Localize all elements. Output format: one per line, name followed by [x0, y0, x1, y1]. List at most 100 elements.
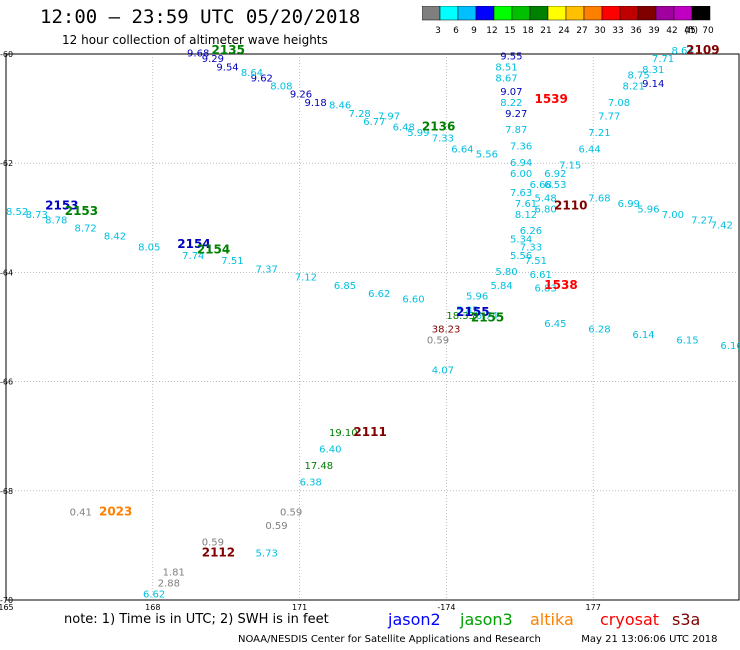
wave-height-point: 6.44 [579, 144, 601, 155]
wave-height-point: 8.78 [45, 215, 67, 226]
wave-height-point: 7.51 [221, 256, 243, 267]
wave-height-point: 9.68 [187, 49, 209, 60]
wave-height-point: 6.45 [544, 319, 566, 330]
credit-source: NOAA/NESDIS Center for Satellite Applica… [238, 634, 541, 645]
credit-line: NOAA/NESDIS Center for Satellite Applica… [238, 634, 718, 645]
legend-cryosat: cryosat [600, 610, 660, 629]
pass-time-label: 2155 [456, 305, 489, 319]
legend-unit: (ft) [684, 26, 698, 36]
legend-tick-label: 3 [435, 26, 441, 36]
wave-height-point: 7.51 [525, 256, 547, 267]
wave-height-point: 6.38 [300, 477, 322, 488]
wave-height-point: 9.54 [216, 62, 238, 73]
legend-altika: altika [530, 610, 574, 629]
wave-height-point: 8.64 [671, 46, 693, 57]
wave-height-point: 6.28 [588, 324, 610, 335]
wave-height-point: 8.12 [515, 210, 537, 221]
plot-area: 165 168 171 -174 177-60-62-64-66-68-709.689.… [0, 43, 740, 610]
wave-height-point: 5.34 [510, 234, 532, 245]
wave-height-point: 7.27 [691, 215, 713, 226]
wave-height-point: 8.67 [495, 73, 517, 84]
wave-height-point: 8.75 [627, 71, 649, 82]
wave-height-point: 5.96 [637, 204, 659, 215]
wave-height-point: 7.77 [598, 112, 620, 123]
wave-height-point: 6.53 [544, 180, 566, 191]
wave-height-point: 6.85 [334, 281, 356, 292]
wave-height-point: 5.48 [534, 193, 556, 204]
legend-tick-label: 27 [576, 26, 587, 36]
color-legend: 3 6 9 12 15 18 21 24 27 30 33 36 39 42 45 70(ft) [422, 6, 714, 36]
legend-tick-label: 70 [702, 26, 714, 36]
wave-height-point: 7.37 [256, 264, 278, 275]
wave-height-point: 7.21 [588, 128, 610, 139]
pass-time-label: 2111 [353, 425, 386, 439]
legend-tick-label: 21 [540, 26, 551, 36]
wave-height-point: 5.85 [456, 305, 478, 316]
legend-tick-label: 45 [684, 26, 695, 36]
pass-time-label: 2110 [554, 199, 587, 213]
wave-height-point: 6.61 [530, 270, 552, 281]
wave-height-point: 7.71 [652, 54, 674, 65]
wave-height-point: 6.68 [530, 180, 552, 191]
legend-tick-label: 30 [594, 26, 606, 36]
wave-height-point: 9.07 [500, 87, 522, 98]
wave-height-point: 0.41 [70, 507, 92, 518]
pass-time-label: 1539 [534, 92, 567, 106]
legend-jason3: jason3 [460, 610, 513, 629]
wave-height-point: 8.42 [104, 232, 126, 243]
wave-height-point: 9.55 [500, 51, 522, 62]
wave-height-point: 6.00 [510, 169, 532, 180]
wave-height-point: 6.83 [534, 284, 556, 295]
wave-height-point: 19.10 [329, 428, 358, 439]
x-tick-label: 168 [145, 603, 160, 610]
wave-height-point: 7.97 [378, 112, 400, 123]
wave-height-point: 7.68 [588, 193, 610, 204]
footnote: note: 1) Time is in UTC; 2) SWH is in fe… [64, 612, 329, 627]
wave-height-point: 17.48 [304, 461, 333, 472]
wave-height-point: 6.77 [363, 117, 385, 128]
y-tick-label: -70 [0, 596, 13, 605]
legend-swatch [691, 6, 711, 21]
wave-height-point: 6.99 [618, 199, 640, 210]
wave-height-point: 8.64 [241, 68, 263, 79]
wave-height-point: 7.63 [510, 188, 532, 199]
wave-height-point: 0.59 [427, 335, 449, 346]
x-tick-label: -174 [437, 603, 455, 610]
x-tick-label: 177 [586, 603, 601, 610]
wave-height-point: 9.62 [251, 73, 273, 84]
legend-tick-label: 42 [666, 26, 677, 36]
y-tick-label: -60 [0, 50, 13, 59]
chart-title: 12:00 – 23:59 UTC 05/20/2018 [40, 6, 361, 28]
wave-height-point: 7.61 [515, 199, 537, 210]
legend-tick-label: 15 [504, 26, 515, 36]
wave-height-point: 38.23 [432, 324, 461, 335]
legend-tick-label: 24 [558, 26, 570, 36]
wave-height-point: 5.96 [466, 292, 488, 303]
wave-height-point: 6.48 [393, 122, 415, 133]
pass-time-label: 2109 [686, 43, 719, 57]
wave-height-point: 7.42 [711, 221, 733, 232]
wave-height-point: 0.59 [265, 521, 287, 532]
wave-height-point: 6.15 [676, 335, 698, 346]
wave-height-point: 8.73 [26, 210, 48, 221]
wave-height-point: 2.88 [158, 578, 180, 589]
plot-frame [5, 53, 740, 601]
wave-height-point: 7.00 [662, 210, 684, 221]
wave-height-point: 8.31 [642, 65, 664, 76]
wave-height-point: 5.99 [407, 128, 429, 139]
wave-height-point: 7.08 [608, 98, 630, 109]
wave-height-point: 6.64 [451, 144, 473, 155]
pass-time-label: 1538 [544, 278, 577, 292]
wave-height-point: 9.18 [304, 98, 326, 109]
wave-height-point: 8.52 [6, 207, 28, 218]
wave-height-point: 7.15 [559, 161, 581, 172]
wave-height-point: 7.36 [510, 142, 532, 153]
pass-time-label: 2136 [422, 119, 455, 133]
legend-tick-label: 6 [453, 26, 459, 36]
wave-height-point: 5.84 [490, 281, 512, 292]
pass-time-label: 2153 [65, 204, 98, 218]
credit-timestamp: May 21 13:06:06 UTC 2018 [581, 634, 718, 645]
legend-tick-label: 33 [612, 26, 623, 36]
wave-height-point: 8.08 [270, 81, 292, 92]
wave-height-point: 7.12 [295, 273, 317, 284]
